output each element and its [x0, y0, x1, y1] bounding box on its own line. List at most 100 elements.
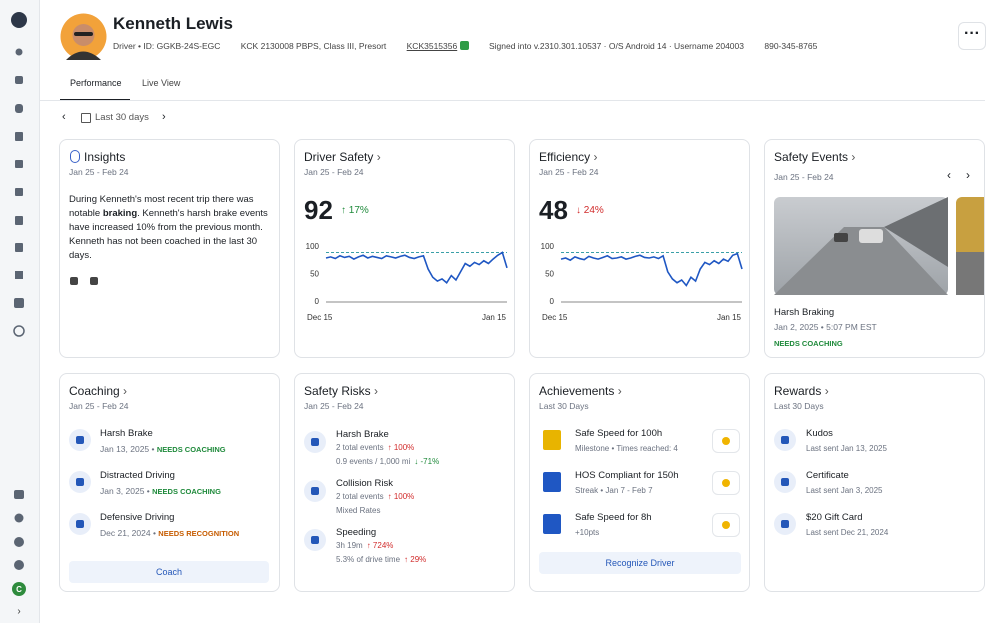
driver-safety-card: Driver Safety Jan 25 - Feb 24 92 17% 0 50…	[294, 139, 515, 358]
kudos-button[interactable]	[712, 429, 740, 453]
metric: 0.9 events / 1,000 mi	[336, 457, 411, 466]
y-tick-label: 100	[541, 242, 555, 251]
event-thumbnail[interactable]	[956, 197, 985, 295]
item-icon	[69, 513, 91, 535]
kudos-button[interactable]	[712, 471, 740, 495]
type: Streak	[575, 486, 599, 495]
efficiency-card: Efficiency Jan 25 - Feb 24 48 24% 0 50 100…	[529, 139, 750, 358]
tab[interactable]: Performance	[70, 78, 122, 88]
item-name: Safe Speed for 100h	[575, 428, 663, 439]
item-detail: Last sent Jan 3, 2025	[806, 486, 883, 495]
card-title[interactable]: Efficiency	[539, 150, 597, 164]
x-label: Jan 15	[717, 313, 742, 322]
expand[interactable]: ›	[17, 606, 20, 617]
card-range: Jan 25 - Feb 24	[69, 401, 129, 411]
event-thumbnail[interactable]	[774, 197, 948, 295]
item-name: Collision Risk	[336, 478, 394, 489]
item-icon	[774, 513, 796, 535]
more-menu[interactable]: ···	[958, 22, 986, 50]
next[interactable]: ›	[162, 111, 166, 123]
prev[interactable]: ‹	[947, 168, 951, 182]
score: 92	[304, 195, 333, 225]
item-name: Kudos	[806, 428, 833, 439]
card-title[interactable]: Driver Safety	[304, 150, 381, 164]
card-range: Jan 25 - Feb 24	[304, 401, 364, 411]
date: Jan 3, 2025	[100, 486, 145, 496]
event-status: NEEDS COACHING	[774, 339, 843, 348]
score-change: 17%	[341, 205, 369, 216]
logo[interactable]	[11, 12, 27, 28]
status: NEEDS COACHING	[156, 445, 226, 454]
next[interactable]: ›	[966, 168, 970, 182]
thumbs-down[interactable]	[70, 277, 78, 285]
item-icon	[69, 471, 91, 493]
safety-risks-card: Safety Risks Jan 25 - Feb 24 Harsh Brake…	[294, 373, 515, 592]
prev[interactable]: ‹	[62, 111, 66, 123]
event-name[interactable]: Harsh Braking	[774, 307, 835, 318]
user-avatar[interactable]	[12, 582, 26, 596]
item-detail: Last sent Jan 13, 2025	[806, 444, 887, 453]
item-icon	[304, 431, 326, 453]
y-tick-label: 0	[550, 297, 555, 306]
item-detail: Last sent Dec 21, 2024	[806, 528, 889, 537]
nav-icons[interactable]	[13, 48, 25, 571]
card-title: Insights	[84, 150, 126, 164]
item-detail: Jan 13, 2025 • NEEDS COACHING	[100, 444, 226, 454]
status: NEEDS RECOGNITION	[158, 529, 240, 538]
item-icon	[304, 529, 326, 551]
card-title[interactable]: Safety Risks	[304, 384, 378, 398]
item-detail: Streak • Jan 7 - Feb 7	[575, 486, 653, 495]
score-change: 24%	[576, 205, 604, 216]
x-label: Dec 15	[307, 313, 333, 322]
item-icon	[774, 429, 796, 451]
event-time: Jan 2, 2025 • 5:07 PM EST	[774, 322, 877, 332]
item-line: 3h 19m 724%	[336, 541, 393, 550]
card-title[interactable]: Coaching	[69, 384, 127, 398]
text: During Kenneth's most recent trip there …	[69, 194, 254, 219]
detail: Jan 7 - Feb 7	[605, 486, 653, 495]
item-name: Harsh Brake	[100, 428, 153, 439]
card-range: Jan 25 - Feb 24	[774, 172, 834, 182]
trend-chart: 0 50 100 Dec 15 Jan 15	[541, 242, 743, 322]
date-filter[interactable]: Last 30 days	[95, 112, 149, 123]
card-range: Last 30 Days	[539, 401, 589, 411]
phone: 890-345-8765	[764, 41, 818, 51]
y-tick-label: 50	[545, 270, 554, 279]
metric: 2 total events	[336, 492, 384, 501]
x-label: Dec 15	[542, 313, 568, 322]
coaching-card: Coaching Jan 25 - Feb 24 Coach Harsh Bra…	[59, 373, 280, 592]
badge	[543, 472, 561, 492]
text-bold: braking	[102, 208, 138, 219]
recognize-button[interactable]: Recognize Driver	[539, 552, 741, 574]
thumbs-up[interactable]	[90, 277, 98, 285]
item-line: 0.9 events / 1,000 mi-71%	[336, 457, 439, 466]
driver-name: Kenneth Lewis	[113, 14, 233, 33]
metric: 3h 19m	[336, 541, 363, 550]
item-name: Harsh Brake	[336, 429, 389, 440]
item-detail: Milestone • Times reached: 4	[575, 444, 678, 453]
item-name: Safe Speed for 8h	[575, 512, 652, 523]
card-title[interactable]: Safety Events	[774, 150, 855, 164]
item-detail: Jan 3, 2025 • NEEDS COACHING	[100, 486, 221, 496]
card-range: Jan 25 - Feb 24	[304, 167, 364, 177]
item-icon	[304, 480, 326, 502]
y-tick-label: 50	[310, 270, 319, 279]
safety-events-card: Safety Events Jan 25 - Feb 24 ‹ › Harsh …	[764, 139, 985, 358]
item-line: 2 total events 100%	[336, 443, 414, 452]
tab[interactable]: Live View	[142, 78, 181, 88]
item-name: Defensive Driving	[100, 512, 175, 523]
badge	[543, 514, 561, 534]
coach-button[interactable]: Coach	[69, 561, 269, 583]
text: . Kenneth's harsh brake events have incr…	[69, 208, 268, 261]
insights-card: Insights Jan 25 - Feb 24 During Kenneth'…	[59, 139, 280, 358]
role: Driver	[113, 41, 136, 51]
vehicle[interactable]: KCK3515356	[406, 41, 458, 51]
item-name: $20 Gift Card	[806, 512, 863, 523]
card-title[interactable]: Achievements	[539, 384, 622, 398]
achievements-card: Achievements Last 30 Days Recognize Driv…	[529, 373, 750, 592]
card-title[interactable]: Rewards	[774, 384, 829, 398]
date: Jan 2, 2025	[774, 322, 819, 332]
kudos-button[interactable]	[712, 513, 740, 537]
date: Dec 21, 2024	[100, 528, 151, 538]
time: 5:07 PM EST	[826, 322, 877, 332]
